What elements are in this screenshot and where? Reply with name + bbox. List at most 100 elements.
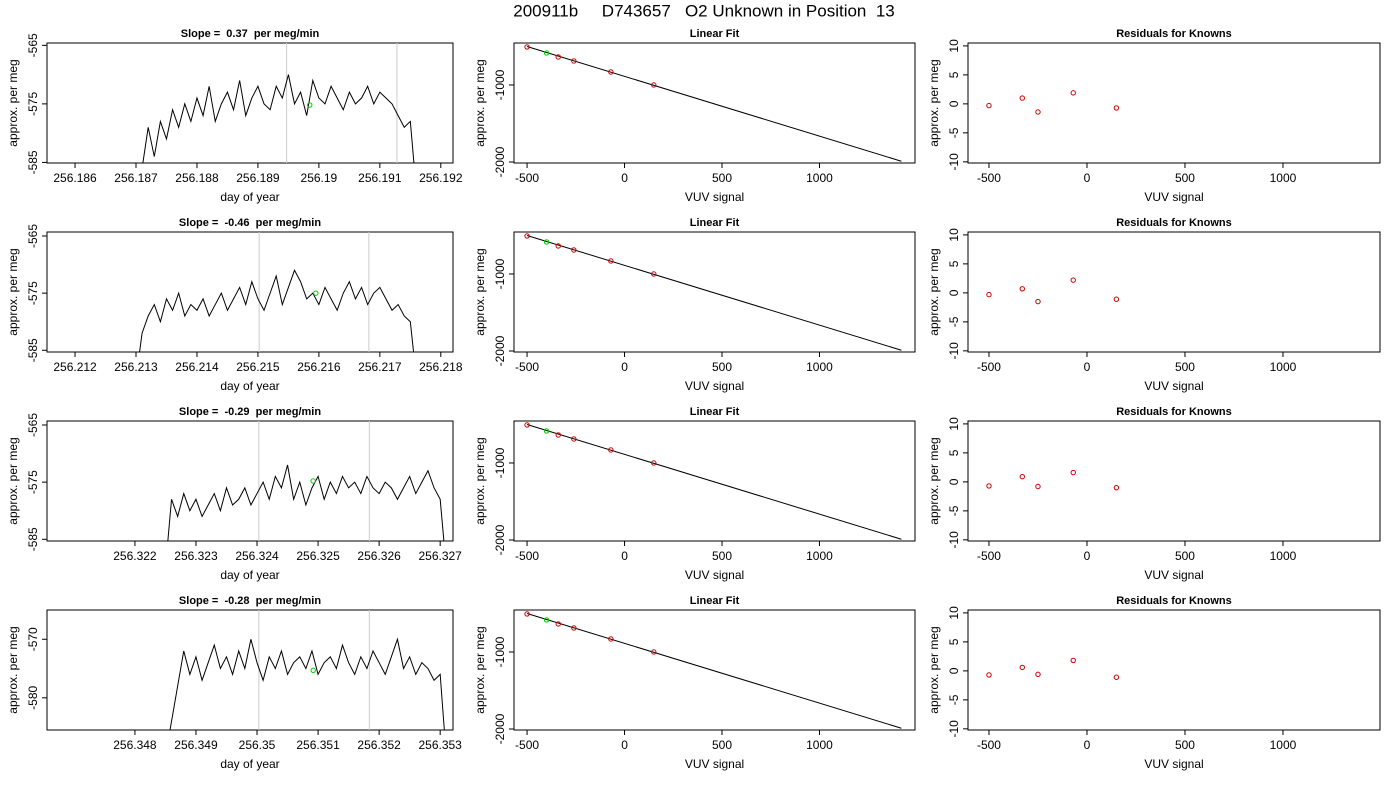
y-axis-label: approx. per meg bbox=[927, 437, 941, 524]
data-line bbox=[526, 612, 902, 729]
y-tick-label: -10 bbox=[947, 153, 961, 171]
x-tick-label: 1000 bbox=[806, 360, 833, 374]
x-tick-label: -500 bbox=[977, 360, 1001, 374]
y-tick-label: -5 bbox=[947, 505, 961, 516]
y-tick-label: -2000 bbox=[493, 713, 507, 744]
data-line bbox=[526, 234, 902, 351]
y-tick-label: -10 bbox=[947, 531, 961, 549]
data-point bbox=[524, 611, 530, 617]
x-tick-label: 256.352 bbox=[357, 738, 401, 752]
y-tick-label: -10 bbox=[947, 342, 961, 360]
x-axis-label: VUV signal bbox=[1144, 757, 1203, 771]
data-point bbox=[524, 44, 530, 50]
plot-area bbox=[986, 657, 1120, 680]
data-line bbox=[169, 637, 445, 730]
x-tick-label: 0 bbox=[621, 549, 628, 563]
data-point bbox=[524, 422, 530, 428]
data-point bbox=[651, 271, 657, 277]
x-axis-label: VUV signal bbox=[1144, 568, 1203, 582]
data-point bbox=[608, 636, 614, 642]
panel: Linear Fit VUV signal approx. per meg -500 0… bbox=[473, 28, 916, 204]
data-point bbox=[1113, 674, 1120, 680]
data-point bbox=[608, 258, 614, 264]
y-tick-label: 0 bbox=[947, 478, 961, 485]
x-tick-label: 0 bbox=[621, 360, 628, 374]
y-axis-label: approx. per meg bbox=[473, 437, 487, 524]
x-tick-label: 500 bbox=[712, 549, 732, 563]
plot-area bbox=[524, 611, 902, 729]
plot-area bbox=[139, 232, 415, 352]
plot-frame bbox=[513, 42, 916, 164]
data-point bbox=[986, 102, 992, 109]
y-axis-label: approx. per meg bbox=[6, 437, 20, 524]
data-point bbox=[571, 58, 577, 64]
y-axis-label: approx. per meg bbox=[473, 248, 487, 335]
x-tick-label: -500 bbox=[977, 171, 1001, 185]
x-axis-label: VUV signal bbox=[685, 568, 744, 582]
x-tick-label: 0 bbox=[1084, 171, 1091, 185]
x-tick-label: 0 bbox=[621, 738, 628, 752]
plot-frame bbox=[46, 420, 454, 542]
data-point bbox=[1035, 109, 1041, 115]
y-tick-label: -565 bbox=[26, 224, 40, 248]
data-point bbox=[1035, 298, 1041, 305]
x-tick-label: 500 bbox=[712, 171, 732, 185]
x-tick-label: 1000 bbox=[1270, 738, 1297, 752]
data-point bbox=[543, 428, 550, 434]
x-tick-label: 256.326 bbox=[357, 549, 401, 563]
data-point bbox=[571, 436, 577, 442]
data-point bbox=[571, 247, 577, 253]
x-tick-label: 256.353 bbox=[418, 738, 462, 752]
y-axis-label: approx. per meg bbox=[473, 626, 487, 713]
panel: Slope = 0.37 per meg/min day of year appro… bbox=[6, 28, 463, 204]
y-axis-label: approx. per meg bbox=[6, 59, 20, 146]
x-axis-label: day of year bbox=[220, 190, 279, 204]
x-axis-label: day of year bbox=[220, 757, 279, 771]
x-tick-label: 500 bbox=[1175, 549, 1195, 563]
y-tick-label: -1000 bbox=[493, 636, 507, 667]
plot-frame bbox=[46, 609, 454, 731]
data-point bbox=[986, 483, 992, 489]
x-tick-label: 256.218 bbox=[419, 360, 463, 374]
panel: Slope = -0.29 per meg/min day of year appr… bbox=[6, 406, 462, 582]
data-point bbox=[608, 69, 614, 75]
panel: Residuals for Knowns VUV signal approx. pe… bbox=[927, 406, 1381, 582]
y-tick-label: 10 bbox=[947, 417, 961, 431]
y-tick-label: -580 bbox=[26, 685, 40, 709]
panel-title: Slope = -0.28 per meg/min bbox=[179, 595, 321, 607]
y-tick-label: -5 bbox=[947, 316, 961, 327]
data-point bbox=[555, 621, 561, 627]
data-point bbox=[1019, 95, 1025, 101]
data-point bbox=[543, 50, 550, 56]
panel: Linear Fit VUV signal approx. per meg -500 0… bbox=[473, 595, 916, 771]
y-tick-label: 5 bbox=[947, 260, 961, 267]
x-axis-label: VUV signal bbox=[1144, 379, 1203, 393]
y-tick-label: -575 bbox=[26, 92, 40, 116]
x-axis-label: day of year bbox=[220, 379, 279, 393]
y-tick-label: -570 bbox=[26, 627, 40, 651]
panel-title: Slope = -0.46 per meg/min bbox=[179, 217, 321, 229]
data-point bbox=[555, 432, 561, 438]
y-tick-label: -575 bbox=[26, 470, 40, 494]
data-point bbox=[543, 617, 550, 623]
plot-frame bbox=[513, 609, 916, 731]
data-point bbox=[986, 672, 992, 678]
plot-frame bbox=[46, 42, 454, 164]
plot-area bbox=[167, 421, 445, 541]
y-axis-label: approx. per meg bbox=[927, 626, 941, 713]
data-point bbox=[524, 233, 530, 239]
panel: Residuals for Knowns VUV signal approx. pe… bbox=[927, 595, 1381, 771]
x-tick-label: 256.213 bbox=[114, 360, 158, 374]
data-point bbox=[1070, 277, 1076, 283]
data-point bbox=[1070, 90, 1076, 96]
main-title: 200911b D743657 O2 Unknown in Position 1… bbox=[513, 1, 895, 20]
x-tick-label: 1000 bbox=[1270, 549, 1297, 563]
x-tick-label: 0 bbox=[1084, 549, 1091, 563]
x-tick-label: 1000 bbox=[806, 171, 833, 185]
x-tick-label: 0 bbox=[1084, 360, 1091, 374]
x-tick-label: -500 bbox=[515, 738, 539, 752]
plot-area bbox=[142, 43, 415, 163]
x-tick-label: -500 bbox=[977, 549, 1001, 563]
panel-title: Slope = 0.37 per meg/min bbox=[181, 28, 320, 40]
y-tick-label: 10 bbox=[947, 228, 961, 242]
